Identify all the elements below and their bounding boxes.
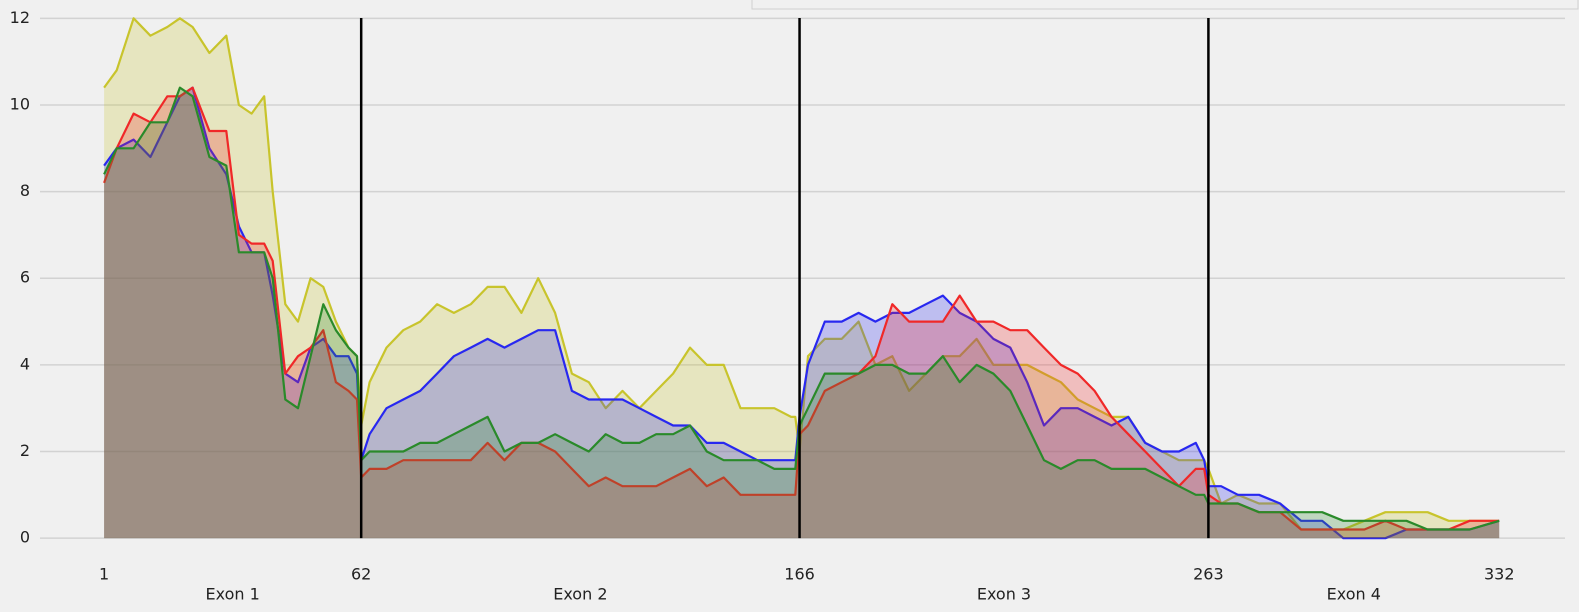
area — [104, 18, 1500, 539]
x-tick-label: 332 — [1484, 565, 1515, 584]
y-tick-label: 0 — [20, 528, 30, 547]
y-tick-label: 12 — [10, 8, 30, 27]
x-tick-label: 62 — [351, 565, 371, 584]
region-label: Exon 4 — [1327, 585, 1381, 604]
y-tick-label: 8 — [20, 181, 30, 200]
region-label: Exon 1 — [205, 585, 259, 604]
region-label: Exon 3 — [977, 585, 1031, 604]
x-tick-label: 166 — [784, 565, 815, 584]
legend-box — [751, 0, 1579, 10]
y-tick-label: 6 — [20, 268, 30, 287]
x-tick-label: 1 — [99, 565, 109, 584]
y-tick-label: 10 — [10, 94, 30, 113]
y-tick-label: 2 — [20, 441, 30, 460]
line — [103, 86, 1500, 531]
area — [104, 87, 1500, 539]
y-tick-label: 4 — [20, 354, 30, 373]
x-tick-label: 263 — [1193, 565, 1224, 584]
area — [104, 87, 1500, 539]
line — [103, 86, 1500, 531]
area — [104, 87, 1500, 539]
region-label: Exon 2 — [553, 585, 607, 604]
